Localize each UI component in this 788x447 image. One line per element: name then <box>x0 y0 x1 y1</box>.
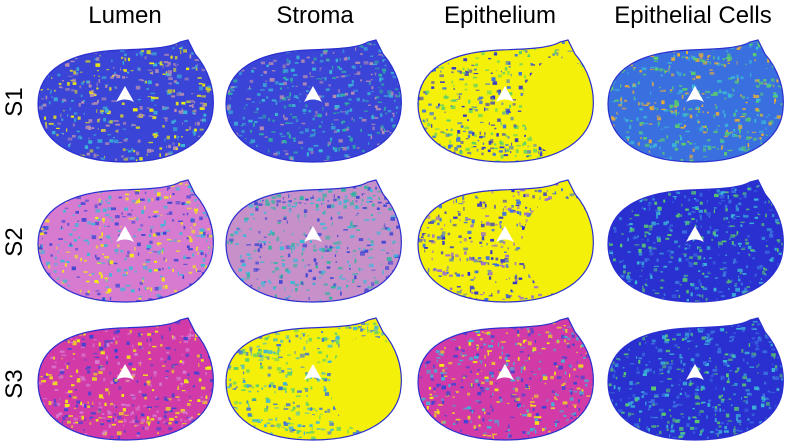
tissue-panel-s2-epithelium <box>410 174 600 309</box>
column-title-lumen: Lumen <box>30 2 220 30</box>
tissue-panel-s1-stroma <box>218 34 408 169</box>
row-title-s1: S1 <box>1 87 29 117</box>
tissue-panel-s2-lumen <box>30 174 220 309</box>
tissue-panel-s2-stroma <box>218 174 408 309</box>
column-title-stroma: Stroma <box>220 2 410 30</box>
tissue-panel-s3-lumen <box>30 312 220 447</box>
column-title-epithelial-cells: Epithelial Cells <box>598 2 788 30</box>
tissue-panel-s1-epithelium <box>410 34 600 169</box>
row-title-s3: S3 <box>1 369 29 399</box>
tissue-panel-s1-lumen <box>30 34 220 169</box>
tissue-panel-s1-epithelial-cells <box>600 34 788 169</box>
column-title-epithelium: Epithelium <box>405 2 595 30</box>
row-title-s2: S2 <box>1 227 29 257</box>
tissue-panel-s3-stroma <box>218 312 408 447</box>
tissue-panel-s3-epithelial-cells <box>600 312 788 447</box>
tissue-panel-s2-epithelial-cells <box>600 174 788 309</box>
tissue-panel-s3-epithelium <box>410 312 600 447</box>
